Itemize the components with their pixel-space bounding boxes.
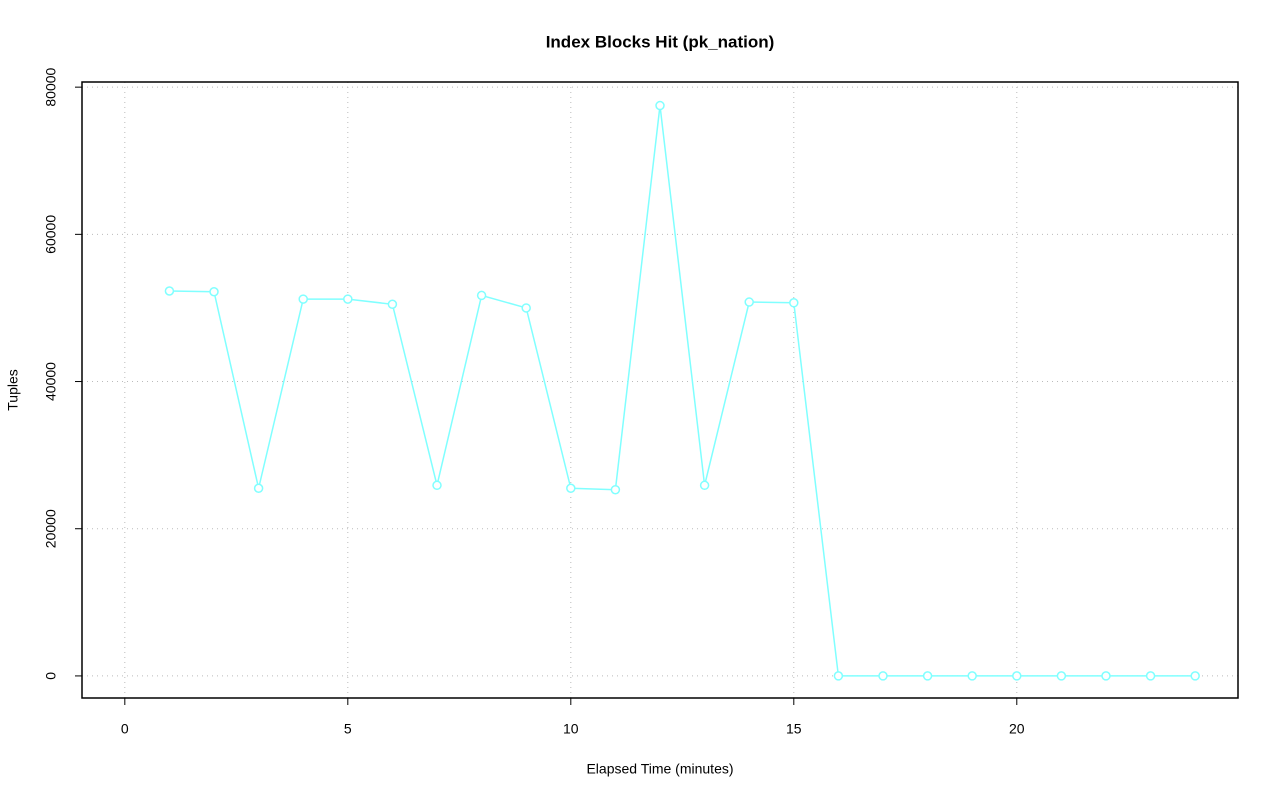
- data-point: [1012, 671, 1022, 681]
- x-tick-label: 20: [1009, 721, 1025, 737]
- y-tick-label: 60000: [43, 215, 59, 254]
- x-tick-label: 10: [563, 721, 579, 737]
- x-tick-label: 5: [344, 721, 352, 737]
- data-point: [209, 286, 219, 297]
- data-point: [744, 297, 754, 307]
- y-tick-label: 20000: [43, 509, 59, 548]
- data-point: [343, 294, 353, 304]
- data-point: [476, 290, 487, 301]
- data-point: [566, 483, 576, 494]
- y-tick-label: 40000: [43, 362, 59, 401]
- data-point: [1145, 671, 1156, 681]
- data-point: [298, 294, 308, 304]
- chart-title: Index Blocks Hit (pk_nation): [546, 32, 775, 51]
- plot-frame: [81, 81, 1239, 699]
- data-point: [164, 286, 175, 296]
- data-point: [922, 671, 933, 681]
- y-tick-label: 0: [43, 672, 59, 680]
- data-point: [699, 480, 710, 491]
- y-axis-label: Tuples: [5, 369, 21, 411]
- data-point: [789, 298, 799, 308]
- x-axis-label: Elapsed Time (minutes): [586, 761, 733, 777]
- data-point: [1056, 671, 1067, 681]
- data-point: [521, 303, 531, 313]
- data-point: [253, 483, 264, 494]
- data-point: [1190, 671, 1200, 681]
- data-point: [610, 484, 621, 495]
- data-point: [833, 671, 844, 681]
- data-point: [1101, 671, 1111, 681]
- x-tick-label: 0: [121, 721, 129, 737]
- data-point: [387, 299, 398, 310]
- series-line: [169, 105, 1196, 677]
- y-tick-label: 80000: [43, 67, 59, 106]
- data-point: [878, 671, 888, 681]
- data-point: [432, 480, 442, 491]
- data-point: [967, 671, 977, 681]
- data-point: [655, 100, 665, 111]
- x-tick-label: 15: [786, 721, 802, 737]
